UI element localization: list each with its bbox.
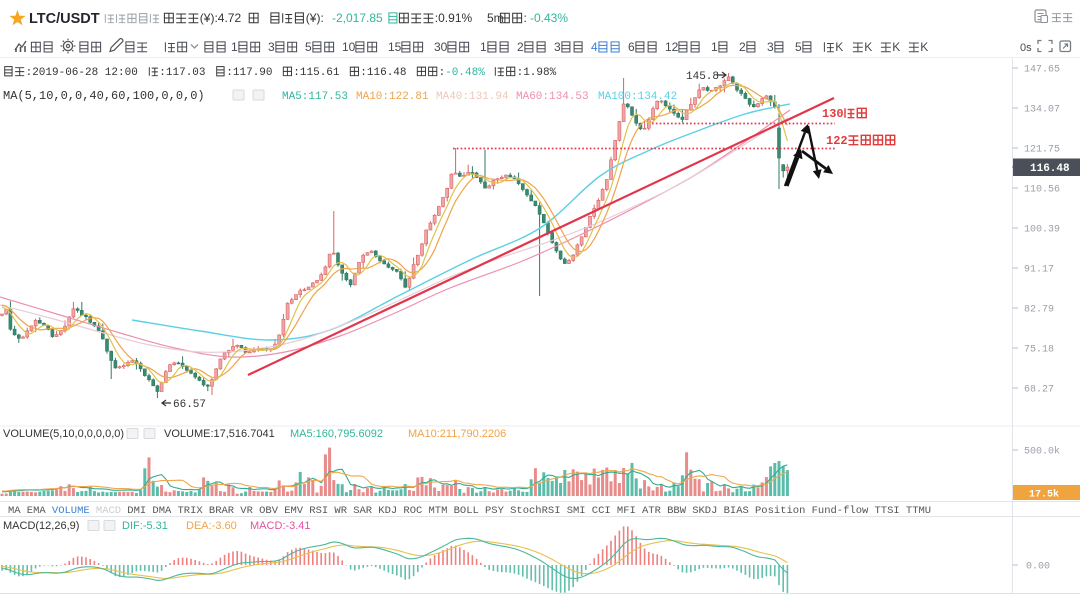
svg-text:5: 5 <box>305 40 312 54</box>
svg-text:SAR: SAR <box>353 505 373 517</box>
svg-text:EMV: EMV <box>284 505 304 517</box>
svg-text:DMI: DMI <box>127 505 146 517</box>
svg-text:OBV: OBV <box>259 505 279 517</box>
svg-text:K: K <box>864 40 872 54</box>
svg-text:116.48: 116.48 <box>1030 163 1070 175</box>
svg-text:TRIX: TRIX <box>178 505 204 517</box>
svg-text:BBW: BBW <box>667 505 687 517</box>
svg-text:MA100:134.42: MA100:134.42 <box>598 91 677 103</box>
svg-text:82.79: 82.79 <box>1024 305 1054 316</box>
svg-text:-0.43%: -0.43% <box>530 11 568 25</box>
svg-text:MA(5,10,0,0,40,60,100,0,0,0): MA(5,10,0,0,40,60,100,0,0,0) <box>3 89 205 103</box>
svg-text:VOLUME(5,10,0,0,0,0,0): VOLUME(5,10,0,0,0,0,0) <box>3 428 124 440</box>
svg-text:ATR: ATR <box>642 505 662 517</box>
svg-text:91.17: 91.17 <box>1024 265 1054 276</box>
svg-text:MFI: MFI <box>617 505 636 517</box>
svg-text:TTSI: TTSI <box>875 505 900 517</box>
svg-text:SMI: SMI <box>567 505 586 517</box>
svg-text:3: 3 <box>767 40 774 54</box>
svg-text:17.5k: 17.5k <box>1029 489 1059 501</box>
svg-text:VOLUME:17,516.7041: VOLUME:17,516.7041 <box>164 428 275 440</box>
svg-text::0.91%: :0.91% <box>435 11 473 25</box>
svg-text:EMA: EMA <box>27 505 47 517</box>
svg-text:121.75: 121.75 <box>1024 145 1060 156</box>
svg-text:122: 122 <box>826 134 848 148</box>
svg-text:0.00: 0.00 <box>1026 562 1050 573</box>
svg-text:2: 2 <box>739 40 746 54</box>
svg-text::: : <box>439 67 446 79</box>
svg-text:147.65: 147.65 <box>1024 65 1060 76</box>
svg-text:5m: 5m <box>487 11 504 25</box>
svg-text::1.98%: :1.98% <box>517 67 557 79</box>
svg-text:75.18: 75.18 <box>1024 345 1054 356</box>
svg-text:MA5:160,795.6092: MA5:160,795.6092 <box>290 428 383 440</box>
svg-text:MACD(12,26,9): MACD(12,26,9) <box>3 520 79 532</box>
svg-text:SKDJ: SKDJ <box>692 505 717 517</box>
svg-text:1: 1 <box>231 40 238 54</box>
svg-text:MA5:117.53: MA5:117.53 <box>282 91 348 103</box>
svg-text:K: K <box>920 40 928 54</box>
svg-text:DIF:-5.31: DIF:-5.31 <box>122 520 168 532</box>
svg-text:2: 2 <box>517 40 524 54</box>
svg-text:Position: Position <box>755 505 805 517</box>
svg-text:110.56: 110.56 <box>1024 185 1060 196</box>
svg-text:KDJ: KDJ <box>378 505 397 517</box>
svg-text:134.07: 134.07 <box>1024 105 1060 116</box>
svg-text:MACD:-3.41: MACD:-3.41 <box>250 520 311 532</box>
svg-text:K: K <box>892 40 900 54</box>
svg-text:StochRSI: StochRSI <box>510 505 560 517</box>
svg-text::115.61: :115.61 <box>293 67 340 79</box>
svg-text:ROC: ROC <box>403 505 422 517</box>
svg-text:(¥):4.72: (¥):4.72 <box>200 11 242 25</box>
svg-text:BRAR: BRAR <box>209 505 235 517</box>
svg-text:VR: VR <box>240 505 253 517</box>
svg-text:3: 3 <box>554 40 561 54</box>
svg-text:1: 1 <box>480 40 487 54</box>
svg-text:12: 12 <box>665 40 679 54</box>
svg-text:3: 3 <box>268 40 275 54</box>
svg-text:MA10:122.81: MA10:122.81 <box>356 91 429 103</box>
svg-text:MA: MA <box>8 505 21 517</box>
svg-text:LTC/USDT: LTC/USDT <box>29 11 100 27</box>
svg-text:500.0k: 500.0k <box>1024 446 1060 458</box>
svg-text::117.03: :117.03 <box>159 67 205 79</box>
svg-text::: : <box>524 11 527 25</box>
svg-text:VOLUME: VOLUME <box>52 505 90 517</box>
svg-text:BOLL: BOLL <box>454 505 479 517</box>
svg-text:(¥):: (¥): <box>306 11 324 25</box>
svg-text:15: 15 <box>388 40 402 54</box>
svg-text:68.27: 68.27 <box>1024 385 1054 396</box>
svg-text:K: K <box>835 40 843 54</box>
svg-text:10: 10 <box>342 40 356 54</box>
svg-text:BIAS: BIAS <box>724 505 749 517</box>
svg-text:MA40:131.94: MA40:131.94 <box>436 91 509 103</box>
svg-text:4: 4 <box>591 40 598 54</box>
svg-text::117.90: :117.90 <box>226 67 272 79</box>
svg-text:0s: 0s <box>1020 42 1032 54</box>
svg-text:66.57: 66.57 <box>173 399 206 411</box>
svg-text:CCI: CCI <box>592 505 611 517</box>
svg-text:MA10:211,790.2206: MA10:211,790.2206 <box>408 428 506 440</box>
svg-text:-2,017.85: -2,017.85 <box>332 11 383 25</box>
svg-text:RSI: RSI <box>309 505 328 517</box>
svg-text:MA60:134.53: MA60:134.53 <box>516 91 589 103</box>
svg-text:-0.48%: -0.48% <box>445 67 485 79</box>
svg-text:6: 6 <box>628 40 635 54</box>
svg-text:100.39: 100.39 <box>1024 225 1060 236</box>
svg-text:WR: WR <box>334 505 347 517</box>
svg-text:Fund-flow: Fund-flow <box>812 505 869 517</box>
svg-text:DMA: DMA <box>152 505 172 517</box>
svg-text:5: 5 <box>795 40 802 54</box>
svg-text::116.48: :116.48 <box>360 67 406 79</box>
svg-text:30: 30 <box>434 40 448 54</box>
svg-text::2019-06-28 12:00: :2019-06-28 12:00 <box>26 67 138 79</box>
svg-text:MACD: MACD <box>96 505 121 517</box>
svg-text:145.8: 145.8 <box>686 71 719 83</box>
svg-text:PSY: PSY <box>485 505 505 517</box>
svg-text:MTM: MTM <box>429 505 448 517</box>
svg-text:130: 130 <box>822 107 844 121</box>
svg-text:1: 1 <box>711 40 718 54</box>
svg-text:DEA:-3.60: DEA:-3.60 <box>186 520 237 532</box>
svg-text:TTMU: TTMU <box>906 505 931 517</box>
